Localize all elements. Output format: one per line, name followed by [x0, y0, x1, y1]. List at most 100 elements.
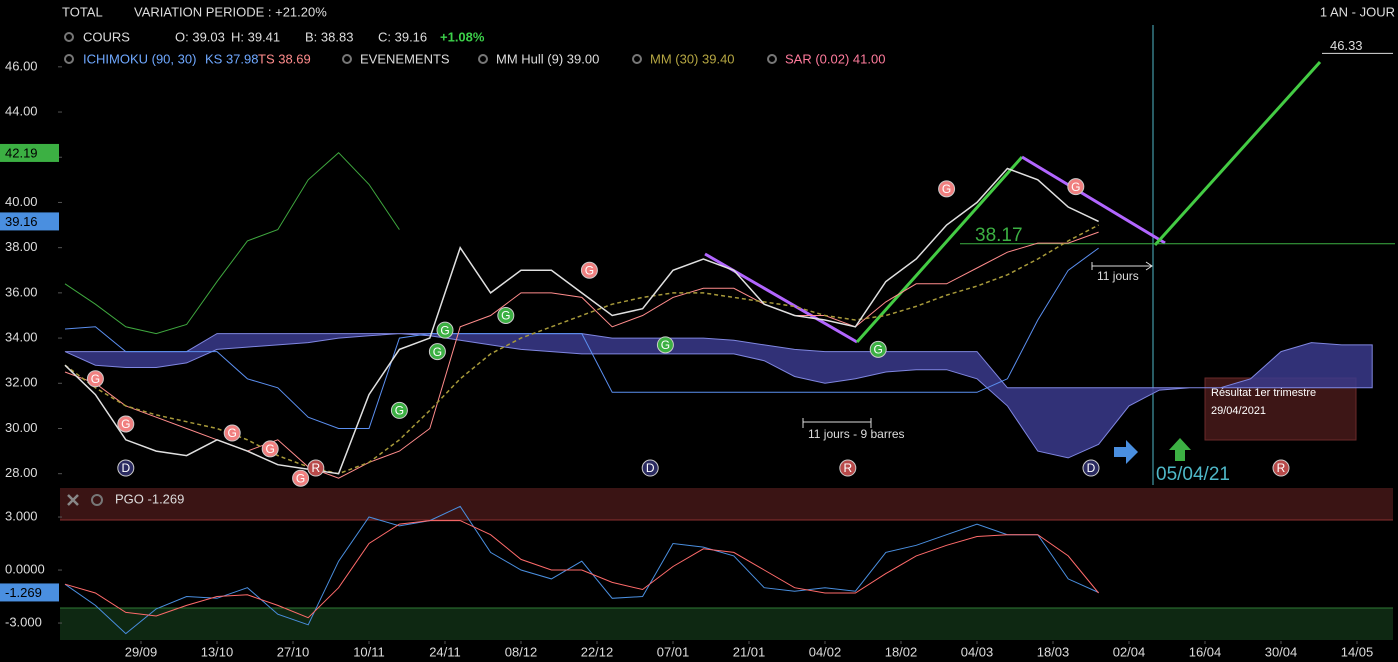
measure-label: 11 jours [1097, 269, 1139, 283]
event-marker [86, 370, 104, 388]
event-marker [223, 424, 241, 442]
close-icon[interactable] [67, 494, 79, 506]
tooltip-date: 29/04/2021 [1211, 405, 1266, 417]
settings-icon[interactable] [632, 54, 642, 64]
event-marker [869, 340, 887, 358]
event-marker [307, 459, 325, 477]
x-tick-label: 04/03 [961, 644, 994, 659]
x-tick-label: 13/10 [201, 644, 234, 659]
event-label: D [121, 461, 130, 475]
legend-high: H: 39.41 [231, 29, 280, 44]
event-label: G [296, 471, 305, 485]
settings-icon[interactable] [342, 54, 352, 64]
legend-ks: KS 37.98 [205, 51, 259, 66]
x-tick-label: 02/04 [1113, 644, 1146, 659]
legend-ichimoku: ICHIMOKU (90, 30) [83, 51, 196, 66]
legend-cours: COURS [83, 29, 130, 44]
event-label: G [121, 417, 130, 431]
legend-open: O: 39.03 [175, 29, 225, 44]
event-label: G [228, 426, 237, 440]
y-tick-label: 40.00 [5, 194, 38, 209]
series-line [64, 247, 1099, 429]
period[interactable]: 1 AN - JOUR [1320, 4, 1395, 19]
price-badge [0, 212, 59, 231]
event-label: R [843, 461, 852, 475]
pgo-legend: PGO -1.269 [115, 491, 184, 506]
legend-mm: MM (30) 39.40 [650, 51, 735, 66]
event-label: G [91, 372, 100, 386]
event-marker [117, 459, 135, 477]
x-tick-label: 24/11 [429, 644, 461, 659]
y-tick-label: 44.00 [5, 103, 38, 118]
x-tick-label: 18/02 [885, 644, 918, 659]
instrument: TOTAL [62, 4, 103, 19]
price-badge [0, 143, 59, 162]
price-badge-label: -1.269 [5, 585, 42, 600]
event-marker [390, 401, 408, 419]
event-label: D [646, 461, 655, 475]
event-marker [117, 415, 135, 433]
event-marker [436, 321, 454, 339]
x-tick-label: 08/12 [505, 644, 538, 659]
event-label: G [942, 182, 951, 196]
event-label: G [266, 442, 275, 456]
event-marker [641, 459, 659, 477]
price-badge-label: 42.19 [5, 145, 38, 160]
event-marker [938, 180, 956, 198]
price-badge-label: 39.16 [5, 214, 38, 229]
trend-line[interactable] [1153, 60, 1322, 247]
x-tick-label: 16/04 [1189, 644, 1222, 659]
event-label: G [440, 323, 449, 337]
settings-icon[interactable] [91, 494, 103, 506]
y-tick-label: 46.00 [5, 58, 38, 73]
trend-line[interactable] [1021, 155, 1166, 245]
event-marker [1067, 178, 1085, 196]
variation: VARIATION PERIODE : +21.20% [134, 4, 327, 19]
event-label: G [874, 343, 883, 357]
measure-label: 11 jours - 9 barres [808, 427, 905, 441]
event-label: G [501, 309, 510, 323]
x-tick-label: 30/04 [1265, 644, 1298, 659]
tooltip [1204, 377, 1357, 441]
x-tick-label: 10/11 [353, 644, 385, 659]
overbought-band [60, 488, 1393, 520]
settings-icon[interactable] [767, 54, 777, 64]
event-label: G [1071, 180, 1080, 194]
measure [802, 418, 872, 428]
legend-ts: TS 38.69 [258, 51, 311, 66]
arrow-icon [1169, 438, 1191, 461]
event-label: G [395, 404, 404, 418]
x-tick-label: 07/01 [657, 644, 690, 659]
y-tick-label: 38.00 [5, 239, 38, 254]
event-marker [261, 440, 279, 458]
price-badge [0, 583, 59, 602]
series-line [64, 505, 1099, 635]
measure [1091, 261, 1153, 271]
series-line [64, 167, 1099, 475]
x-tick-label: 21/01 [733, 644, 766, 659]
event-marker [656, 336, 674, 354]
settings-icon[interactable] [64, 32, 74, 42]
y-tick-label: 30.00 [5, 420, 38, 435]
event-marker [497, 306, 515, 324]
y-tick-label: 36.00 [5, 284, 38, 299]
level-label: 38.17 [975, 225, 1023, 246]
event-marker [292, 469, 310, 487]
trend-line[interactable] [855, 156, 1024, 343]
legend-close: C: 39.16 [378, 29, 427, 44]
y-tick-label: 3.000 [5, 508, 38, 523]
event-label: G [433, 345, 442, 359]
target-label: 46.33 [1330, 38, 1363, 53]
y-tick-label: -3.000 [5, 614, 42, 629]
legend-low: B: 38.83 [305, 29, 353, 44]
x-tick-label: 18/03 [1037, 644, 1070, 659]
event-marker [1272, 459, 1290, 477]
event-label: D [1087, 461, 1096, 475]
settings-icon[interactable] [64, 54, 74, 64]
x-tick-label: 29/09 [125, 644, 158, 659]
event-label: R [311, 461, 320, 475]
legend-change: +1.08% [440, 29, 485, 44]
settings-icon[interactable] [478, 54, 488, 64]
